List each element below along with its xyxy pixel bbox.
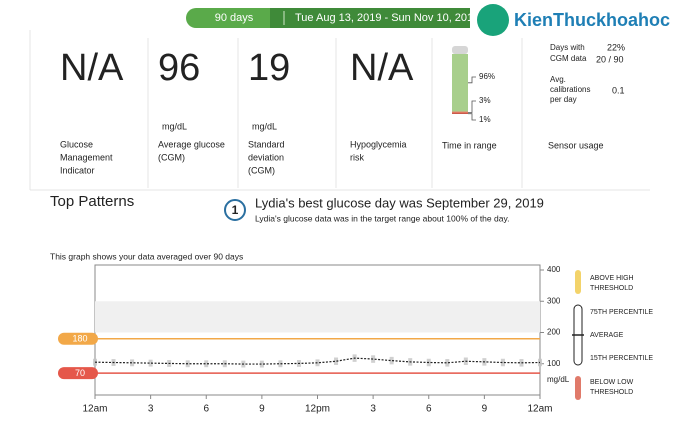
tir-segment <box>452 54 468 112</box>
calib-label: Avg. <box>550 75 566 84</box>
threshold-label: 180 <box>72 334 87 344</box>
avg-value: 96 <box>158 47 200 89</box>
days-label: CGM data <box>550 54 587 63</box>
days-label: Days with <box>550 43 585 52</box>
y-tick-label: 200 <box>547 328 561 337</box>
tir-value: 96% <box>479 72 495 81</box>
calib-label: per day <box>550 95 577 104</box>
percentile-range <box>148 359 153 367</box>
pattern-badge <box>224 199 246 221</box>
x-tick-label: 6 <box>426 404 432 415</box>
period: 90 days <box>215 12 254 24</box>
y-tick-label: 400 <box>547 265 561 274</box>
gmi-value: N/A <box>60 47 124 89</box>
threshold-pill <box>58 367 98 380</box>
bar-cap <box>452 46 468 54</box>
x-tick-label: 9 <box>482 404 488 415</box>
tir-value: 3% <box>479 96 491 105</box>
percentile-range <box>334 357 339 365</box>
y-axis-label: mg/dL <box>547 375 570 384</box>
threshold-pill <box>58 332 98 345</box>
x-tick-label: 12am <box>527 404 552 415</box>
gmi-label: Indicator <box>60 165 95 175</box>
percentile-range <box>445 359 450 367</box>
sd-label: (CGM) <box>248 165 275 175</box>
legend-label: THRESHOLD <box>590 389 633 396</box>
leader <box>468 113 476 121</box>
legend-swatch <box>575 270 581 294</box>
percentile-range <box>389 356 394 365</box>
watermark: KienThuckhoahoc <box>514 10 670 30</box>
leader <box>468 100 476 113</box>
gmi-label: Management <box>60 152 113 162</box>
sd-label: Standard <box>248 139 285 149</box>
x-tick-label: 12pm <box>305 404 330 415</box>
calibrations: 0.1 <box>612 85 625 95</box>
watermark-logo <box>477 4 509 36</box>
gmi-label: Glucose <box>60 139 93 149</box>
x-tick-label: 6 <box>203 404 209 415</box>
avg-label: Average glucose <box>158 139 225 149</box>
x-tick-label: 3 <box>148 404 154 415</box>
sd-label: deviation <box>248 152 284 162</box>
y-tick-label: 100 <box>547 359 561 368</box>
percentile-range <box>500 358 505 367</box>
legend-label: THRESHOLD <box>590 285 633 292</box>
percentile-range <box>278 360 283 368</box>
percentile-range <box>259 360 264 368</box>
sd-unit: mg/dL <box>252 121 277 131</box>
tir-value: 1% <box>479 115 491 124</box>
legend-label: AVERAGE <box>590 332 624 339</box>
tir-segment <box>452 113 468 114</box>
legend-swatch <box>575 376 581 400</box>
x-tick-label: 9 <box>259 404 265 415</box>
period-pill[interactable] <box>186 8 282 28</box>
avg-unit: mg/dL <box>162 121 187 131</box>
days-percent: 22% <box>607 42 625 52</box>
date-range: Tue Aug 13, 2019 - Sun Nov 10, 2019 <box>295 12 479 24</box>
sensor-label: Sensor usage <box>548 140 604 150</box>
tir-label: Time in range <box>442 140 497 150</box>
percentile-range <box>204 360 209 368</box>
legend-label: 15TH PERCENTILE <box>590 355 653 362</box>
leader <box>468 76 476 84</box>
avg-label: (CGM) <box>158 152 185 162</box>
pattern-detail: Lydia's glucose data was in the target r… <box>255 213 509 223</box>
days: 20 / 90 <box>596 54 624 64</box>
average-line <box>94 357 541 365</box>
pattern-headline: Lydia's best glucose day was September 2… <box>255 195 544 210</box>
hypo-value: N/A <box>350 47 414 89</box>
calib-label: calibrations <box>550 85 590 94</box>
patterns-title: Top Patterns <box>50 193 134 210</box>
y-tick-label: 300 <box>547 296 561 305</box>
range-pill <box>270 8 490 28</box>
x-tick-label: 3 <box>370 404 376 415</box>
legend-label: ABOVE HIGH <box>590 275 634 282</box>
percentile-range <box>130 359 135 367</box>
chart-subtitle: This graph shows your data averaged over… <box>50 251 243 261</box>
threshold-label: 70 <box>75 368 85 378</box>
legend-label: BELOW LOW <box>590 379 634 386</box>
hypo-label: risk <box>350 152 364 162</box>
percentile-range <box>371 355 376 363</box>
band <box>95 301 540 333</box>
legend-label: 75TH PERCENTILE <box>590 309 653 316</box>
tir-segment <box>452 111 468 114</box>
hypo-label: Hypoglycemia <box>350 139 407 149</box>
sd-value: 19 <box>248 47 290 89</box>
pattern-number: 1 <box>232 203 239 217</box>
x-tick-label: 12am <box>82 404 107 415</box>
percentile-range <box>315 359 320 367</box>
